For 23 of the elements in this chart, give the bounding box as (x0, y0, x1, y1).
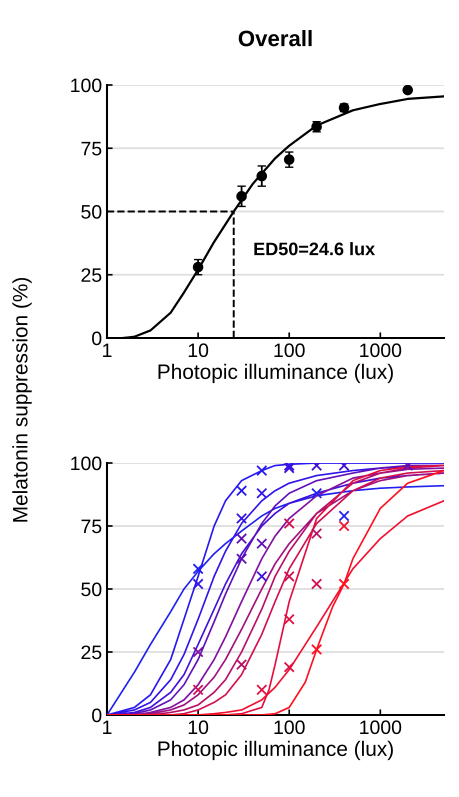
x-tick-label: 100 (274, 343, 305, 358)
y-tick-label: 0 (92, 708, 102, 722)
x-tick-label: 10 (188, 720, 208, 734)
y-axis-title: Melatonin suppression (%) (12, 278, 32, 522)
x-tick-label: 1000 (360, 720, 402, 734)
x-tick-label: 10 (188, 343, 208, 358)
y-tick-label: 50 (81, 204, 102, 219)
x-tick-label: 1 (103, 720, 112, 734)
y-tick-label: 25 (81, 645, 102, 660)
y-tick-label: 0 (92, 331, 102, 346)
y-tick-label: 75 (82, 142, 102, 156)
chart-title: Overall (238, 30, 312, 46)
y-tick-label: 100 (71, 78, 102, 92)
x-axis-title: Photopic illuminance (lux) (158, 740, 393, 760)
y-tick-label: 100 (71, 456, 102, 470)
annotation: ED50=24.6 lux (254, 242, 375, 256)
y-tick-label: 25 (81, 268, 102, 282)
x-tick-label: 1 (103, 344, 112, 357)
x-tick-label: 100 (274, 720, 305, 734)
y-tick-label: 50 (81, 582, 102, 596)
y-tick-label: 75 (82, 520, 102, 534)
x-tick-label: 1000 (360, 343, 402, 358)
x-axis-title: Photopic illuminance (lux) (158, 364, 393, 384)
